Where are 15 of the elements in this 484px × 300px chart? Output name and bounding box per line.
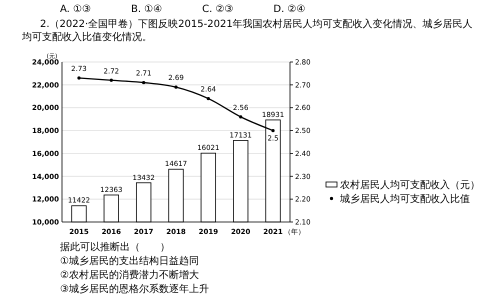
chart-title: 2.（2022·全国甲卷）下图反映2015-2021年我国农村居民人均可支配收入变化情况、城乡居民人均可支配收入比值变化情况。 <box>21 18 473 43</box>
point <box>110 78 113 82</box>
text: ②农村居民的消费潜力不断增大 <box>60 269 199 281</box>
legend-label: 城乡居民人均可支配收入比值 <box>339 193 470 205</box>
point <box>77 76 81 80</box>
text: ①城乡居民的支出结构日益趋同 <box>60 255 199 267</box>
text: ③城乡居民的恩格尔系数逐年上升 <box>60 283 209 295</box>
point <box>271 128 275 132</box>
text: 据此可以推断出（ ） <box>60 241 170 253</box>
point <box>206 96 210 100</box>
point <box>239 115 242 118</box>
text: A. ①③ B. ①④ C. ②③ D. ②④ <box>60 4 306 15</box>
point <box>174 86 178 89</box>
point <box>142 80 146 84</box>
legend-label: 农村居民人均可支配收入（元） <box>340 179 480 191</box>
